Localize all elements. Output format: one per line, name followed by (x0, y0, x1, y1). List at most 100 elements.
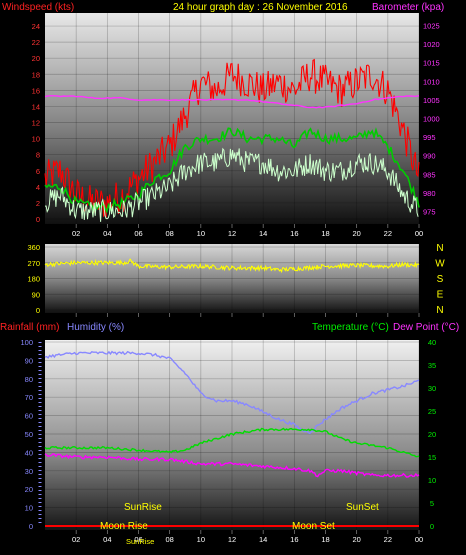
sunrise-label: SunRise (124, 502, 162, 513)
sunrise-small-label: SunRise (126, 537, 154, 546)
x-tick-label: 12 (228, 229, 236, 238)
direction-tick-label: 180 (27, 275, 40, 284)
compass-label: W (435, 259, 445, 270)
barometer-series-line (44, 94, 420, 109)
dew-point-series-line (44, 453, 420, 478)
temperature-tick-label: 30 (428, 384, 436, 393)
temperature-tick-label: 15 (428, 453, 436, 462)
temperature-tick-label: 0 (430, 522, 434, 531)
windspeed-tick-label: 20 (32, 54, 40, 63)
temperature-series-line (44, 427, 420, 458)
barometer-axis-label: Barometer (kpa) (372, 2, 444, 13)
x-tick-label: 04 (103, 535, 111, 544)
x-tick-label: 22 (384, 229, 392, 238)
humidity-tick-label: 40 (25, 448, 33, 457)
windspeed-axis-label: Windspeed (kts) (2, 2, 74, 13)
temp-series (38, 342, 420, 527)
sunset-label: SunSet (346, 502, 379, 513)
moonset-label: Moon Set (292, 521, 335, 532)
barometer-tick-label: 975 (423, 208, 436, 217)
dew-point-axis-label: Dew Point (°C) (393, 322, 459, 333)
x-tick-label: 06 (134, 229, 142, 238)
gust-series-line (44, 58, 420, 218)
temperature-tick-label: 25 (428, 407, 436, 416)
speed-series-line (44, 147, 419, 222)
x-tick-label: 16 (290, 229, 298, 238)
windspeed-tick-label: 4 (36, 183, 40, 192)
wind-series (44, 58, 420, 222)
humidity-axis-label: Humidity (%) (67, 322, 124, 333)
humidity-tick-label: 80 (25, 375, 33, 384)
direction-tick-label: 360 (27, 243, 40, 252)
temperature-axis-label: Temperature (°C) (312, 322, 389, 333)
windspeed-tick-label: 0 (36, 215, 40, 224)
direction-tick-label: 0 (36, 306, 40, 315)
wind-direction-series-line (44, 258, 420, 274)
x-tick-label: 00 (415, 229, 423, 238)
direction-plot-area (45, 244, 419, 313)
direction-gridlines (45, 244, 420, 313)
humidity-tick-label: 30 (25, 467, 33, 476)
temp-ticks: 0102030405060708090100051015202530354002… (20, 338, 436, 544)
x-tick-label: 06 (134, 535, 142, 544)
temperature-tick-label: 5 (430, 499, 434, 508)
temp-plot-area (45, 340, 419, 530)
humidity-tick-label: 70 (25, 393, 33, 402)
humidity-tick-label: 100 (20, 338, 33, 347)
temperature-tick-label: 10 (428, 476, 436, 485)
x-tick-label: 10 (197, 535, 205, 544)
temperature-tick-label: 40 (428, 338, 436, 347)
x-tick-label: 14 (259, 535, 267, 544)
temperature-tick-label: 20 (428, 430, 436, 439)
humidity-tick-label: 60 (25, 412, 33, 421)
x-tick-label: 14 (259, 229, 267, 238)
windspeed-tick-label: 16 (32, 86, 40, 95)
temp-gridlines (45, 340, 420, 530)
compass-label: N (436, 243, 443, 254)
barometer-tick-label: 980 (423, 189, 436, 198)
windspeed-tick-label: 2 (36, 199, 40, 208)
average-series-line (44, 127, 420, 214)
x-tick-label: 04 (103, 229, 111, 238)
humidity-tick-label: 10 (25, 504, 33, 513)
x-tick-label: 22 (384, 535, 392, 544)
x-tick-label: 00 (415, 535, 423, 544)
rainfall-axis-label: Rainfall (mm) (0, 322, 59, 333)
windspeed-tick-label: 18 (32, 70, 40, 79)
x-tick-label: 02 (72, 229, 80, 238)
direction-tick-label: 270 (27, 259, 40, 268)
x-tick-label: 08 (165, 535, 173, 544)
moonrise-label: Moon Rise (100, 521, 148, 532)
x-tick-label: 20 (352, 535, 360, 544)
windspeed-tick-label: 6 (36, 167, 40, 176)
barometer-tick-label: 1010 (423, 77, 440, 86)
temperature-tick-label: 35 (428, 361, 436, 370)
barometer-tick-label: 985 (423, 170, 436, 179)
barometer-tick-label: 1005 (423, 96, 440, 105)
humidity-tick-label: 20 (25, 485, 33, 494)
direction-ticks: 0 90 180 270 360 (27, 243, 420, 317)
windspeed-tick-label: 14 (32, 102, 40, 111)
x-tick-label: 18 (321, 229, 329, 238)
direction-tick-label: 90 (32, 290, 40, 299)
windspeed-tick-label: 12 (32, 119, 40, 128)
wind-plot-area (45, 13, 419, 224)
x-tick-label: 16 (290, 535, 298, 544)
humidity-tick-label: 50 (25, 430, 33, 439)
wind-gridlines (45, 13, 420, 224)
x-tick-label: 18 (321, 535, 329, 544)
barometer-tick-label: 1015 (423, 59, 440, 68)
barometer-tick-label: 990 (423, 152, 436, 161)
direction-series (44, 258, 420, 274)
barometer-tick-label: 1000 (423, 115, 440, 124)
x-tick-label: 12 (228, 535, 236, 544)
x-tick-label: 08 (165, 229, 173, 238)
humidity-tick-label: 90 (25, 356, 33, 365)
x-tick-label: 10 (197, 229, 205, 238)
x-tick-label: 02 (72, 535, 80, 544)
compass-label: E (437, 290, 444, 301)
humidity-tick-label: 0 (29, 522, 33, 531)
windspeed-tick-label: 10 (32, 135, 40, 144)
